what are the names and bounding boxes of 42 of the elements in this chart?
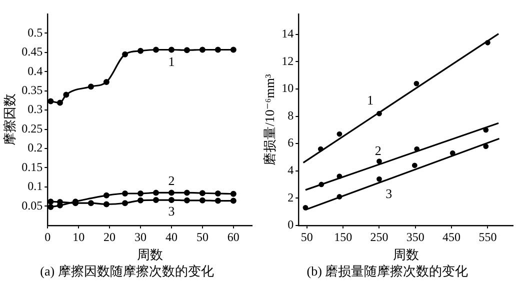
y-tick-label: 6: [288, 136, 294, 150]
y-tick-label: 0.35: [22, 83, 43, 98]
x-tick-label: 550: [478, 230, 497, 244]
x-axis-title: 周数: [392, 247, 419, 262]
text: (a) 摩擦因数随摩擦次数的变化: [40, 264, 214, 279]
x-tick-label: 50: [300, 230, 313, 244]
y-tick-label: 2: [288, 190, 294, 204]
y-tick-label: 0.45: [22, 44, 43, 59]
annotation: 3: [386, 186, 392, 201]
y-tick-label: 0.25: [22, 121, 43, 136]
x-tick-label: 60: [227, 230, 240, 244]
x-axis-title: 周数: [136, 247, 163, 262]
y-tick-label: 4: [288, 163, 294, 177]
y-tick-label: 0.05: [22, 198, 43, 212]
y-tick-label: 8: [288, 108, 294, 122]
y-axis-title: 磨损量/10⁻⁶mm³: [262, 74, 278, 166]
x-tick-label: 30: [134, 230, 147, 244]
x-tick-label: 350: [406, 230, 424, 244]
y-tick-label: 0.3: [28, 102, 43, 116]
annotation: 2: [374, 142, 382, 158]
x-tick-label: 150: [334, 230, 352, 244]
y-tick-label: 0: [288, 218, 294, 232]
y-tick-label: 0.1: [28, 179, 43, 194]
x-tick-label: 450: [442, 230, 461, 244]
y-tick-label: 14: [282, 26, 294, 41]
annotation: 1: [366, 92, 374, 108]
y-tick-label: 12: [282, 54, 294, 68]
y-tick-label: 10: [282, 81, 294, 96]
y-tick-label: 0.15: [22, 160, 43, 174]
x-tick-label: 20: [104, 230, 116, 244]
y-axis-title: 摩擦因数: [2, 94, 18, 146]
y-tick-label: 0.2: [28, 140, 43, 155]
y-tick-label: 0.5: [28, 25, 43, 40]
x-tick-label: 40: [165, 230, 178, 244]
text: (b) 磨损量随摩擦次数的变化: [306, 264, 468, 279]
annotation: 1: [168, 54, 175, 70]
x-tick-label: 50: [196, 230, 208, 244]
x-tick-label: 250: [370, 230, 388, 244]
x-tick-label: 10: [72, 230, 85, 244]
annotation: 2: [168, 173, 175, 188]
y-tick-label: 0.4: [28, 64, 43, 78]
annotation: 3: [168, 203, 175, 218]
